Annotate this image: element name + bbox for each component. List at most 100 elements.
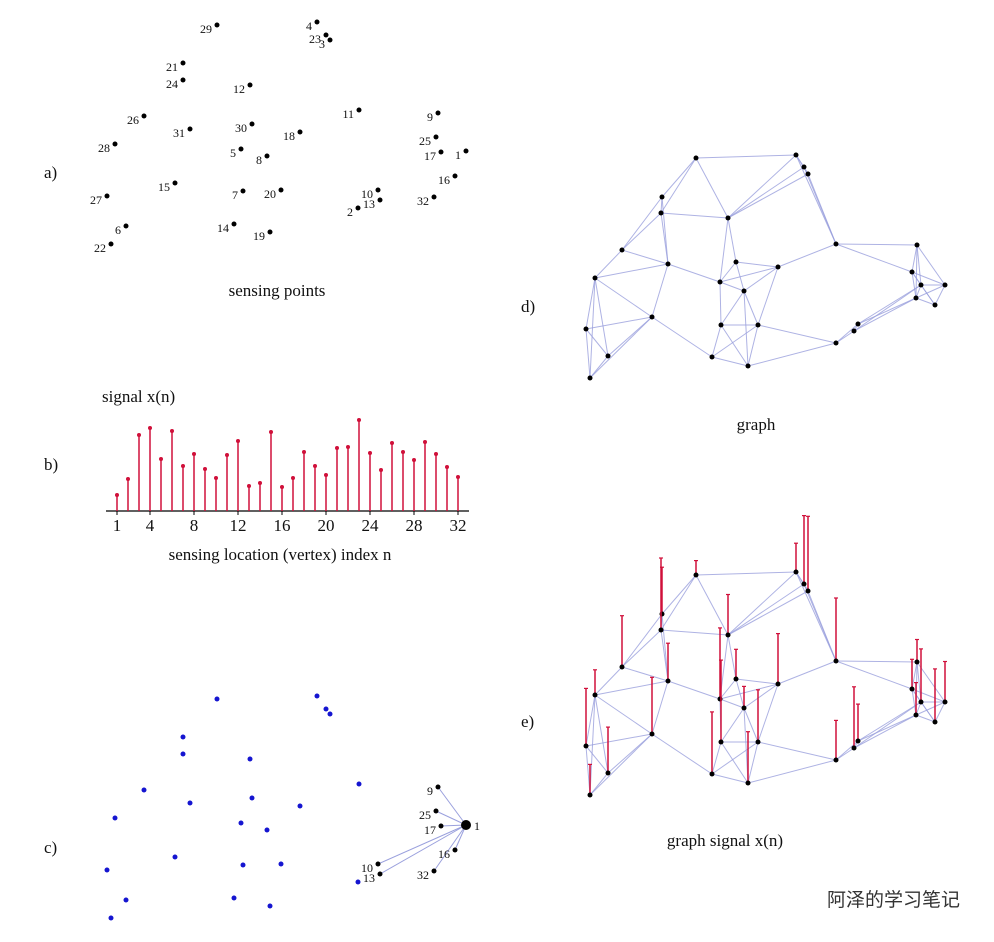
vertex-label: 10: [361, 187, 373, 201]
graph-vertex: [725, 632, 731, 638]
x-tick-label: 32: [450, 516, 467, 535]
neighbor-edge: [437, 786, 467, 826]
chart-title: signal x(n): [102, 387, 175, 406]
vertex-label: 24: [166, 77, 178, 91]
graph-vertex: [745, 780, 751, 786]
graph-vertex: [605, 770, 611, 776]
sensing-point: [314, 19, 320, 25]
graph-vertex: [741, 288, 747, 294]
graph-vertex: [909, 686, 915, 692]
graph-edge: [711, 324, 759, 358]
graph-edge: [934, 284, 946, 306]
graph-edge: [660, 212, 669, 265]
graph-edge: [711, 773, 749, 784]
graph-vertex: [918, 282, 924, 288]
sensing-point: [264, 153, 270, 159]
stem-head: [181, 464, 185, 468]
graph-vertex: [733, 676, 739, 682]
stem-head: [390, 441, 394, 445]
vertex-label: 5: [230, 146, 236, 160]
stem-head: [126, 477, 130, 481]
sensing-point: [327, 37, 333, 43]
sensing-point: [141, 113, 147, 119]
sensing-point: [187, 126, 193, 132]
stem-head: [346, 445, 350, 449]
x-tick-label: 4: [146, 516, 155, 535]
graph-edge: [835, 747, 855, 761]
graph-edge: [747, 342, 837, 367]
graph-vertex: [693, 155, 699, 161]
graph-edge: [743, 266, 779, 292]
graph-edge: [727, 634, 737, 680]
sensing-point: [240, 188, 246, 194]
vertex-label: 13: [363, 871, 375, 885]
graph-edge: [585, 745, 609, 774]
graph-edge: [835, 243, 918, 246]
graph-edge: [934, 701, 946, 723]
graph-edge: [911, 271, 917, 299]
vertex-label: 21: [166, 60, 178, 74]
vertex-label: 25: [419, 134, 431, 148]
graph-vertex: [775, 264, 781, 270]
vertex-label: 4: [306, 19, 312, 33]
graph-edge: [911, 688, 946, 703]
graph-edge: [594, 277, 609, 357]
vertex-label: 13: [363, 197, 375, 211]
stem-head: [192, 452, 196, 456]
graph-vertex: [851, 745, 857, 751]
sensing-point: [238, 146, 244, 152]
caption: graph signal x(n): [667, 831, 783, 850]
graph-edge: [911, 271, 936, 306]
graph-edge: [711, 741, 722, 775]
graph-edge: [916, 244, 946, 286]
vertex-label: 15: [158, 180, 170, 194]
vertex-label: 6: [115, 223, 121, 237]
graph-vertex: [913, 295, 919, 301]
graph-edge: [594, 694, 653, 735]
vertex-label: 29: [200, 22, 212, 36]
sensing-point: [104, 193, 110, 199]
graph-edge: [727, 173, 809, 219]
panel-label: e): [521, 712, 534, 731]
vertex-label: 11: [342, 107, 354, 121]
neighbor-vertex: [438, 823, 444, 829]
graph-edge: [607, 733, 653, 774]
stem-head: [401, 450, 405, 454]
neighbor-edge: [379, 824, 467, 875]
graph-edge: [727, 166, 805, 219]
vertex: [267, 903, 273, 909]
stem-head: [368, 451, 372, 455]
vertex: [323, 706, 329, 712]
vertex-label: 23: [309, 32, 321, 46]
graph-vertex: [649, 731, 655, 737]
center-vertex: [461, 820, 471, 830]
graph-vertex: [587, 375, 593, 381]
graph-edge: [661, 196, 669, 265]
stem-head: [302, 450, 306, 454]
panel-label: d): [521, 297, 535, 316]
graph-vertex: [914, 659, 920, 665]
graph-vertex: [592, 692, 598, 698]
graph-vertex: [793, 569, 799, 575]
stem-head: [412, 458, 416, 462]
vertex: [355, 879, 361, 885]
graph-edge: [916, 244, 922, 286]
sensing-point: [247, 82, 253, 88]
sensing-point: [267, 229, 273, 235]
graph-edge: [661, 574, 697, 615]
graph-vertex: [745, 363, 751, 369]
graph-edge: [589, 733, 653, 796]
graph-edge: [719, 698, 745, 709]
x-tick-label: 20: [318, 516, 335, 535]
vertex-label: 19: [253, 229, 265, 243]
stem-head: [280, 485, 284, 489]
graph-edge: [720, 290, 745, 326]
panel-label: c): [44, 838, 57, 857]
graph-vertex: [592, 275, 598, 281]
vertex-label: 32: [417, 868, 429, 882]
graph-edge: [915, 244, 918, 299]
graph-edge: [695, 157, 729, 219]
graph-edge: [835, 323, 859, 344]
sensing-point: [463, 148, 469, 154]
graph-vertex: [918, 699, 924, 705]
